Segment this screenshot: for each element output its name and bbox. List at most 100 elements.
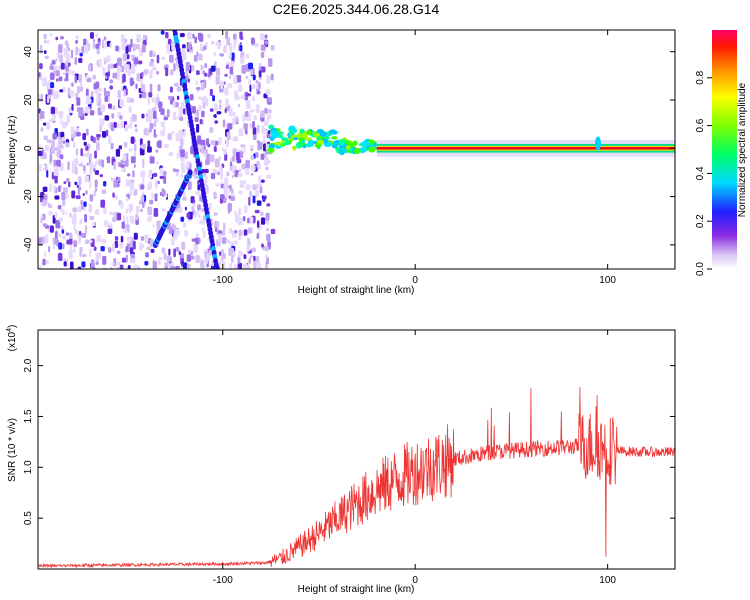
spectrogram-cell [186, 212, 191, 219]
spectrogram-ytick-label: 20 [23, 94, 34, 106]
spectrogram-cell [166, 43, 170, 49]
spectrogram-cell [138, 200, 142, 206]
spectrogram-cell [90, 259, 95, 268]
spectrogram-cell [129, 215, 133, 224]
spectrogram-cell [73, 159, 79, 165]
spectrogram-cell [199, 194, 203, 202]
spectrogram-blob [295, 141, 303, 149]
spectrogram-blob [307, 139, 315, 147]
colorbar-tick-label: 0.8 [695, 70, 706, 84]
spectrogram-cell [149, 50, 153, 58]
spectrogram-cell [185, 61, 191, 71]
spectrogram-cell [47, 89, 53, 95]
spectrogram-cell [140, 184, 145, 190]
spectrogram-cell [182, 196, 187, 201]
spectrogram-cell [260, 217, 266, 225]
spectrogram-cell [44, 234, 49, 244]
spectrogram-cell [74, 75, 77, 84]
spectrogram-cell [71, 82, 74, 87]
spectrogram-cell [103, 206, 107, 215]
spectrogram-cell [92, 222, 96, 227]
colorbar-tick-label: 0.2 [695, 214, 706, 228]
spectrogram-cell [193, 55, 198, 62]
spectrogram-cell [130, 67, 136, 74]
spectrogram-cell [241, 163, 246, 170]
spectrogram-cell [184, 229, 188, 237]
spectrogram-cell [139, 147, 145, 156]
spectrogram-cell [225, 239, 231, 244]
spectrogram-cell [121, 221, 125, 229]
spectrogram-cell [78, 177, 82, 186]
spectrogram-cell [106, 129, 109, 137]
spectrogram-cell [55, 36, 59, 41]
spectrogram-cell [130, 136, 135, 144]
spectrogram-cell [68, 250, 73, 259]
spectrogram-cell [49, 225, 54, 233]
snr-frame [37, 329, 676, 570]
spectrogram-cell [197, 204, 201, 211]
spectrogram-cell [95, 252, 100, 262]
spectrogram-cell [58, 242, 63, 250]
spectrogram-cell [39, 110, 45, 119]
spectrogram-cell [245, 53, 249, 60]
spectrogram-cell [70, 49, 74, 59]
spectrogram-cell [61, 191, 66, 201]
spectrogram-cell [136, 205, 140, 214]
spectrogram-cell [98, 93, 102, 97]
spectrogram-cell [147, 109, 153, 118]
spectrogram-cell [232, 111, 236, 117]
colorbar: 0.0 0.2 0.4 0.6 0.8 Normalized spectral ampl… [695, 30, 748, 276]
spectrogram-cell [167, 133, 172, 140]
spectrogram-cell [152, 110, 157, 119]
spectrogram-cell [158, 256, 163, 261]
spectrogram-cell [207, 76, 212, 80]
spectrogram-cell [71, 190, 76, 199]
spectrogram-cell [46, 169, 49, 178]
spectrogram-cell [148, 128, 152, 133]
spectrogram-cell [233, 250, 236, 257]
spectrogram-cell [72, 248, 76, 253]
spectrogram-cell [50, 82, 55, 89]
spectrogram-cell [233, 264, 237, 269]
spectrogram-cell [58, 217, 64, 222]
spectrogram-blob [281, 137, 288, 141]
spectrogram-cell [143, 69, 149, 74]
spectrogram-cell [198, 105, 202, 112]
spectrogram-cell [78, 57, 83, 63]
spectrogram-cell [93, 190, 96, 197]
spectrogram-cell [140, 195, 145, 203]
spectrogram-cell [136, 73, 142, 82]
spectrogram-cell [245, 93, 251, 97]
spectrogram-cell [264, 246, 269, 252]
spectrogram-ytick-label: 40 [23, 46, 34, 58]
spectrogram-cell [40, 155, 43, 160]
spectrogram-cell [189, 255, 195, 260]
spectrogram-blob [275, 145, 282, 149]
spectrogram-cell [42, 77, 47, 87]
spectrogram-cell [52, 113, 56, 122]
spectrogram-cell [94, 179, 98, 188]
spectrogram-cell [132, 43, 136, 52]
spectrogram-cell [63, 47, 69, 57]
spectrogram-cell [202, 102, 206, 109]
spectrogram-cell [213, 51, 216, 57]
spectrogram-cell [199, 42, 203, 52]
spectrogram-cell [43, 135, 48, 141]
spectrogram-cell [125, 179, 131, 187]
spectrogram-cell [77, 206, 82, 213]
spectrogram-cell [256, 124, 260, 134]
spectrogram-cell [73, 141, 76, 148]
spectrogram-cell [265, 166, 269, 171]
spectrogram-cell [137, 35, 141, 41]
spectrogram-cell [213, 114, 217, 118]
spectrogram-cell [195, 233, 199, 239]
spectrogram-cell [89, 153, 92, 160]
spectrogram-cell [201, 81, 205, 91]
spectrogram-cell [268, 109, 272, 114]
spectrogram-cell [160, 121, 165, 128]
spectrogram-cell [250, 37, 255, 45]
spectrogram-cell [258, 175, 262, 182]
spectrogram-cell [71, 103, 74, 111]
spectrogram-cell [42, 258, 46, 266]
spectrogram-cell [154, 193, 158, 202]
